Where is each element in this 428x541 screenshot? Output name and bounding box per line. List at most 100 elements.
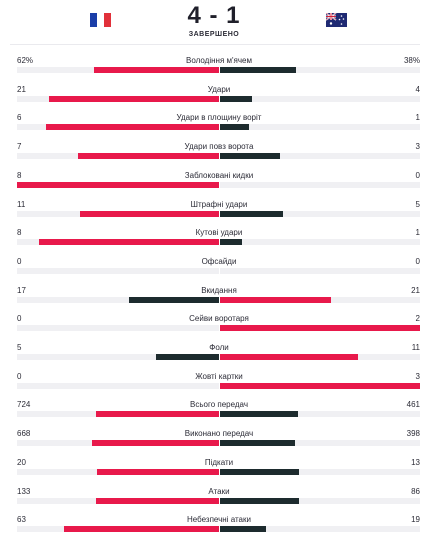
home-bar-track (17, 95, 219, 102)
away-bar-track (220, 95, 420, 102)
stat-label: Жовті картки (195, 371, 243, 381)
away-value: 86 (411, 486, 420, 496)
away-value: 4 (415, 84, 420, 94)
match-status: ЗАВЕРШЕНО (188, 31, 240, 38)
home-value: 7 (17, 142, 22, 152)
home-bar-track (17, 440, 219, 447)
home-bar-track (17, 153, 219, 160)
away-bar-track (220, 497, 420, 504)
home-value: 668 (17, 429, 31, 439)
flag-australia-icon (326, 13, 347, 27)
stat-label: Удари повз ворота (184, 142, 254, 152)
home-bar (17, 181, 219, 188)
home-value: 724 (17, 400, 31, 410)
stat-row: 668 Виконано передач 398 (0, 429, 428, 455)
stat-row: 11 Штрафні удари 5 (0, 200, 428, 226)
away-bar (220, 325, 420, 332)
away-value: 1 (415, 113, 420, 123)
stat-label: Всього передач (190, 400, 248, 410)
stat-label: Підкати (204, 457, 234, 467)
flag-france-icon (90, 13, 111, 27)
home-bar-track (17, 296, 219, 303)
stat-row: 6 Удари в площину воріт 1 (0, 113, 428, 139)
away-bar-track (220, 411, 420, 418)
stat-label: Виконано передач (184, 429, 254, 439)
away-value: 398 (406, 429, 420, 439)
home-bar-track (17, 468, 219, 475)
away-bar-track (220, 239, 420, 246)
home-value: 0 (17, 256, 22, 266)
away-value: 11 (411, 343, 420, 352)
away-bar (220, 382, 420, 389)
stat-label: Володіння м'ячем (186, 56, 252, 65)
stat-row: 724 Всього передач 461 (0, 400, 428, 426)
home-bar-track (17, 181, 219, 188)
away-value: 21 (411, 285, 420, 295)
home-bar-track (17, 67, 219, 73)
stat-row: 0 Сейви воротаря 2 (0, 314, 428, 340)
away-value: 13 (411, 457, 420, 467)
away-bar-track (220, 382, 420, 389)
away-bar-track (220, 354, 420, 360)
home-value: 20 (17, 457, 26, 467)
home-bar (49, 95, 219, 102)
away-bar (220, 411, 298, 418)
stat-label: Фоли (209, 343, 229, 352)
home-value: 62% (17, 56, 34, 65)
away-bar-track (220, 296, 420, 303)
home-bar (95, 411, 219, 418)
home-value: 8 (17, 228, 22, 238)
home-bar (96, 497, 219, 504)
home-bar-track (17, 267, 219, 274)
away-bar-track (220, 267, 420, 274)
match-header: 4 - 1 ЗАВЕРШЕНО (0, 0, 428, 44)
away-bar-track (220, 325, 420, 332)
home-bar (45, 124, 219, 131)
stat-row: 62% Володіння м'ячем 38% (0, 56, 428, 82)
away-bar (220, 440, 295, 447)
away-bar-track (220, 67, 420, 73)
stat-row: 20 Підкати 13 (0, 458, 428, 484)
home-bar-track (17, 124, 219, 131)
match-score: 4 - 1 (187, 2, 241, 29)
stat-label: Кутові удари (195, 228, 243, 238)
stat-row: 17 Вкидання 21 (0, 286, 428, 312)
stat-row: 7 Удари повз ворота 3 (0, 142, 428, 168)
stat-label: Небезпечні атаки (187, 515, 251, 525)
home-bar (155, 354, 219, 360)
home-bar-track (17, 354, 219, 360)
away-bar (220, 354, 358, 360)
stat-row: 0 Жовті картки 3 (0, 372, 428, 398)
away-value: 0 (415, 170, 420, 180)
home-bar (39, 239, 219, 246)
away-bar-track (220, 468, 420, 475)
home-value: 17 (17, 285, 26, 295)
away-bar-track (220, 181, 420, 188)
away-value: 2 (415, 314, 420, 324)
away-value: 3 (415, 142, 420, 152)
away-bar-track (220, 124, 420, 131)
home-value: 5 (17, 343, 22, 352)
away-value: 19 (411, 515, 420, 525)
away-bar (220, 95, 252, 102)
away-value: 5 (415, 199, 420, 209)
home-bar-track (17, 497, 219, 504)
home-bar (128, 296, 219, 303)
home-value: 6 (17, 113, 22, 123)
away-bar-track (220, 440, 420, 447)
stat-row: 8 Заблоковані кидки 0 (0, 171, 428, 197)
away-bar (220, 468, 299, 475)
away-value: 461 (406, 400, 420, 410)
home-value: 21 (17, 84, 26, 94)
stat-row: 8 Кутові удари 1 (0, 228, 428, 254)
home-value: 0 (17, 371, 22, 381)
away-bar-track (220, 210, 420, 217)
away-value: 1 (415, 228, 420, 238)
stat-row: 133 Атаки 86 (0, 487, 428, 513)
away-bar (220, 67, 296, 73)
stat-label: Вкидання (201, 285, 237, 295)
stat-row: 21 Удари 4 (0, 85, 428, 111)
away-value: 38% (403, 56, 420, 65)
away-bar (220, 210, 283, 217)
